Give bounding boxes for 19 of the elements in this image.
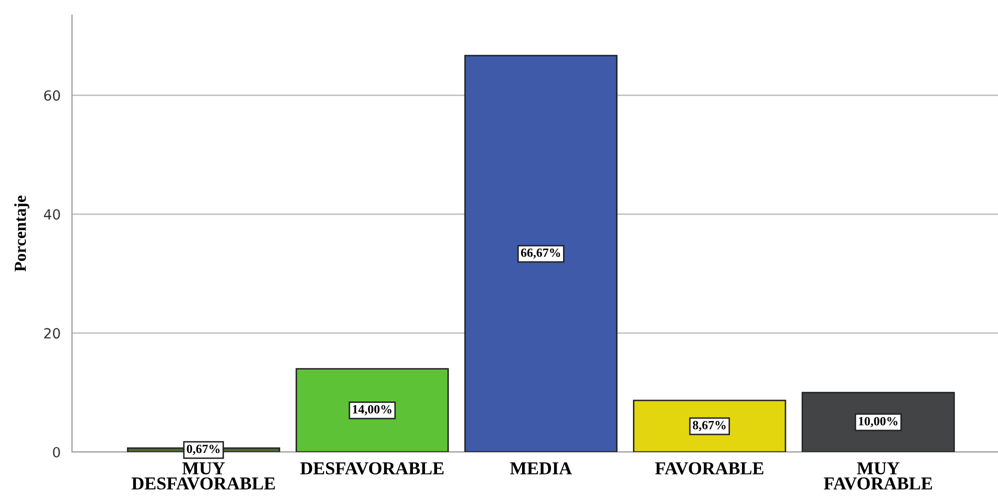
y-tick-label: 60 (44, 90, 60, 101)
bar (464, 54, 618, 452)
data-label: 0,67% (186, 444, 220, 455)
x-tick-label: DESFAVORABLE (300, 462, 444, 475)
x-tick-label: MUY FAVORABLE (824, 462, 932, 490)
x-tick-label: MEDIA (510, 462, 572, 474)
x-tick-label: MUY DESFAVORABLE (132, 462, 275, 490)
bar (632, 400, 786, 452)
bar (802, 392, 955, 452)
y-tick-label: 20 (44, 328, 60, 339)
bar (296, 368, 449, 452)
data-label: 10,00% (858, 416, 898, 428)
x-tick-label: FAVORABLE (655, 462, 764, 475)
y-tick-label: 40 (44, 209, 60, 220)
data-label: 66,67% (521, 248, 560, 259)
data-label: 14,00% (352, 405, 392, 416)
data-label: 8,67% (692, 420, 726, 432)
y-axis-title: Porcentaje (14, 196, 30, 272)
y-tick-label: 0 (52, 446, 60, 458)
